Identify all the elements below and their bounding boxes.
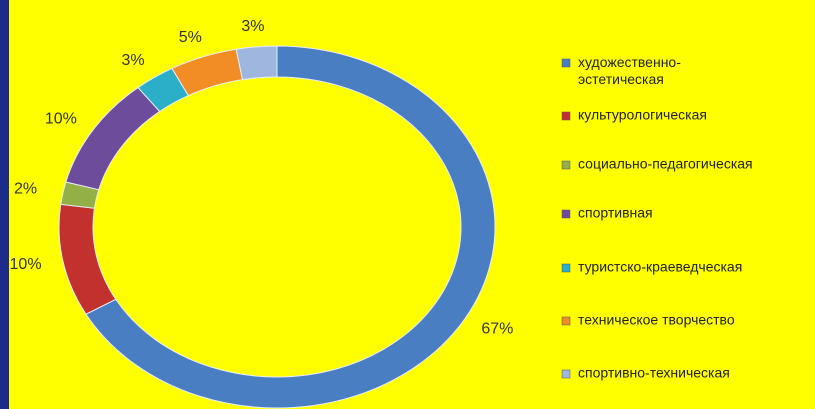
legend-swatch bbox=[561, 111, 571, 121]
data-label: 10% bbox=[45, 111, 77, 128]
legend-swatch bbox=[561, 369, 571, 379]
donut-segment bbox=[235, 45, 278, 81]
legend-label: спортивно-техническая bbox=[578, 365, 730, 381]
donut-segment bbox=[85, 45, 496, 409]
data-label: 3% bbox=[122, 52, 145, 69]
legend-swatch bbox=[561, 58, 571, 68]
legend-label: художественно-эстетическая bbox=[578, 54, 681, 87]
data-label: 5% bbox=[179, 29, 202, 46]
data-label: 2% bbox=[14, 181, 37, 198]
legend-label: социально-педагогическая bbox=[578, 156, 753, 172]
legend-swatch bbox=[561, 209, 571, 219]
data-label: 10% bbox=[10, 256, 42, 273]
legend-label: спортивная bbox=[578, 205, 653, 221]
data-label: 67% bbox=[481, 321, 513, 338]
legend-swatch bbox=[561, 160, 571, 170]
left-edge bbox=[0, 0, 9, 409]
legend-label: туристско-краеведческая bbox=[578, 259, 742, 275]
legend-label: культурологическая bbox=[578, 107, 707, 123]
legend-swatch bbox=[561, 316, 571, 326]
data-label: 3% bbox=[241, 18, 264, 35]
legend-swatch bbox=[561, 263, 571, 273]
legend-label: техническое творчество bbox=[578, 312, 735, 328]
